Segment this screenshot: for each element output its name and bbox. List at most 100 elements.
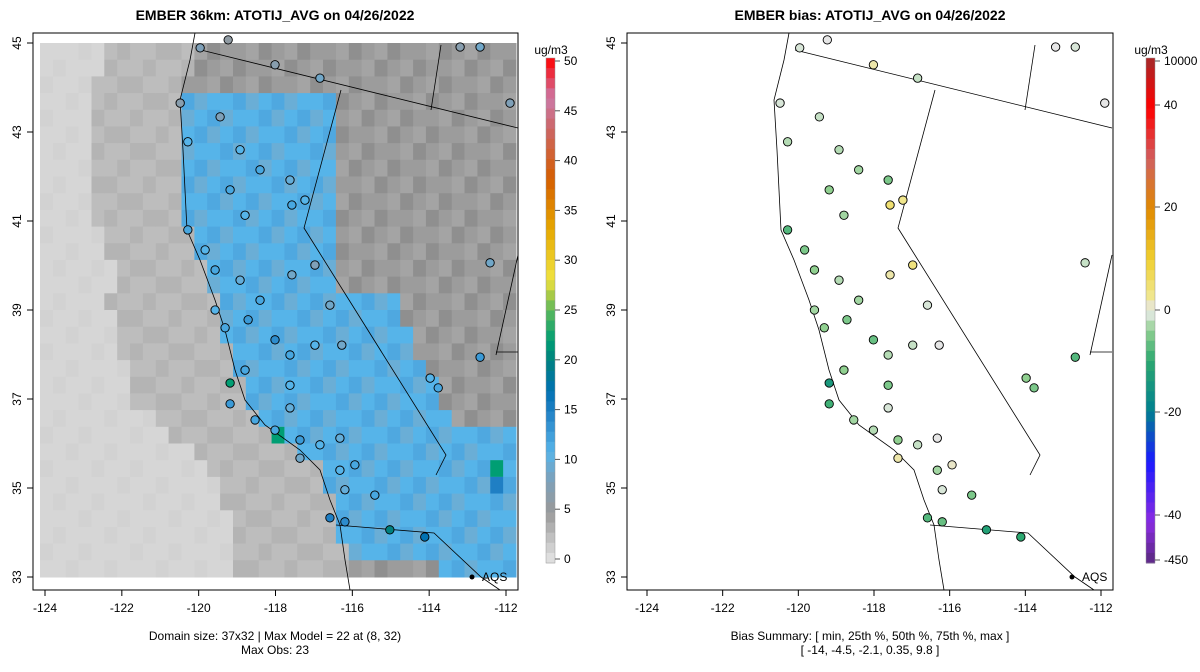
bias-site-marker [839, 365, 849, 375]
grid-cell [438, 460, 453, 478]
grid-cell [233, 259, 247, 278]
grid-cell [155, 376, 170, 394]
colorbar-segment [1146, 472, 1155, 483]
grid-cell [181, 276, 195, 294]
grid-cell [490, 226, 504, 244]
coastline [773, 32, 945, 591]
grid-cell [104, 426, 118, 444]
colorbar-segment [546, 169, 555, 180]
grid-cell [104, 126, 118, 144]
grid-cell [142, 76, 157, 94]
grid-cell [271, 143, 285, 161]
grid-cell [194, 159, 208, 177]
grid-cell [130, 243, 144, 261]
grid-cell [413, 59, 427, 77]
grid-cell [374, 376, 388, 394]
grid-cell [438, 59, 453, 77]
grid-cell [374, 76, 388, 94]
grid-cell [323, 393, 337, 411]
bias-site-marker [868, 425, 879, 435]
grid-cell [233, 310, 247, 328]
grid-cell [451, 526, 466, 545]
grid-cell [168, 326, 182, 344]
grid-cell [490, 360, 504, 378]
grid-cell [310, 376, 324, 394]
grid-cell [91, 259, 105, 278]
grid-cell [245, 426, 260, 444]
grid-cell [425, 109, 440, 127]
grid-cell [323, 43, 337, 61]
colorbar-segment [1146, 552, 1155, 564]
grid-cell [168, 293, 182, 311]
grid-cell [258, 393, 273, 411]
grid-cell [361, 393, 375, 411]
grid-cell [168, 426, 182, 444]
grid-cell [220, 426, 234, 444]
colorbar-segment [546, 552, 555, 564]
grid-cell [451, 310, 466, 328]
colorbar-segment [1146, 128, 1155, 140]
obs-site-marker [223, 35, 233, 45]
grid-cell [400, 209, 414, 228]
colorbar-segment [1146, 391, 1155, 402]
grid-cell [181, 426, 195, 444]
colorbar-segment [546, 209, 555, 221]
obs-site-marker [325, 300, 335, 310]
colorbar-segment [546, 219, 555, 231]
grid-cell [117, 493, 131, 511]
grid-cell [425, 310, 440, 328]
grid-cell [245, 76, 260, 94]
grid-cell [130, 310, 144, 328]
grid-cell [425, 176, 440, 194]
grid-cell [361, 526, 375, 545]
grid-cell [168, 526, 182, 545]
grid-cell [181, 526, 195, 545]
colorbar-segment [546, 391, 555, 402]
grid-cell [65, 326, 80, 344]
grid-cell [323, 243, 337, 261]
colorbar-segment [1146, 189, 1155, 200]
grid-cell [258, 109, 273, 127]
grid-cell [310, 493, 324, 511]
grid-cell [271, 393, 285, 411]
grid-cell [181, 493, 195, 511]
grid-cell [220, 310, 234, 328]
grid-cell [258, 543, 273, 561]
grid-cell [464, 526, 478, 545]
grid-cell [207, 209, 221, 228]
grid-cell [400, 343, 414, 361]
colorbar-segment [546, 300, 555, 311]
grid-cell [348, 193, 363, 211]
grid-cell [207, 193, 221, 211]
grid-cell [65, 543, 80, 561]
grid-cell [65, 376, 80, 394]
x-tick-label: -112 [1089, 601, 1112, 615]
grid-cell [361, 560, 375, 578]
grid-cell [477, 209, 491, 228]
grid-cell [168, 460, 182, 478]
obs-site-marker [300, 195, 310, 205]
obs-site-marker [225, 185, 235, 195]
grid-cell [348, 476, 363, 495]
grid-cell [207, 226, 221, 244]
grid-cell [40, 276, 54, 294]
grid-cell [104, 226, 118, 244]
grid-cell [374, 259, 388, 278]
grid-cell [91, 526, 105, 545]
colorbar-segment [546, 199, 555, 210]
colorbar-segment [546, 290, 555, 301]
grid-cell [284, 493, 298, 511]
grid-cell [91, 476, 105, 495]
grid-cell [104, 76, 118, 94]
grid-cell [477, 93, 491, 111]
grid-cell [168, 259, 182, 278]
grid-cell [142, 543, 157, 561]
grid-cell [284, 76, 298, 94]
grid-cell [258, 376, 273, 394]
grid-cell [413, 193, 427, 211]
grid-cell [438, 159, 453, 177]
bias-site-marker [883, 350, 893, 360]
grid-cell [117, 243, 131, 261]
grid-cell [413, 209, 427, 228]
grid-cell [451, 176, 466, 194]
